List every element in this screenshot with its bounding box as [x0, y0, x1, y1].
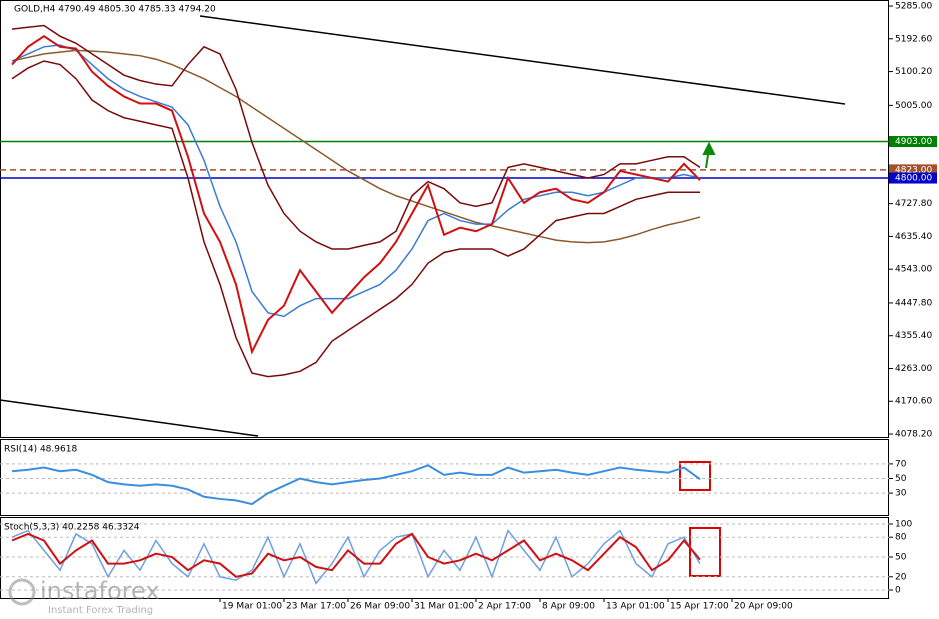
level-label: 4823.00 [895, 165, 932, 175]
x-tick-label: 26 Mar 09:00 [350, 602, 410, 612]
highlight-box [689, 527, 721, 577]
y-tick-label: 5005.00 [895, 101, 932, 111]
trend-line [0, 399, 259, 437]
y-tick-label: 80 [895, 533, 907, 543]
y-tick-label: 0 [895, 586, 901, 596]
level-label: 4903.00 [895, 137, 932, 147]
y-tick-label: 4447.80 [895, 298, 932, 308]
rsi-title: RSI(14) 48.9618 [4, 445, 77, 455]
y-tick-label: 4263.00 [895, 364, 932, 374]
x-tick-label: 8 Apr 09:00 [542, 602, 595, 612]
y-tick-label: 50 [895, 553, 907, 563]
y-tick-label: 4170.60 [895, 397, 932, 407]
y-tick-label: 5285.00 [895, 2, 932, 12]
y-tick-label: 5100.20 [895, 67, 932, 77]
y-tick-label: 5192.60 [895, 34, 932, 44]
rsi-panel [0, 439, 889, 516]
stoch-panel [0, 517, 889, 599]
level-tag [889, 136, 937, 148]
series-line [11, 34, 701, 355]
y-tick-label: 4355.40 [895, 331, 932, 341]
series-line [11, 60, 700, 378]
watermark-logo [8, 578, 36, 606]
y-tick-label: 4727.80 [895, 199, 932, 209]
x-tick-label: 13 Apr 01:00 [606, 602, 665, 612]
stoch-title: Stoch(5,3,3) 40.2258 46.3324 [4, 523, 140, 533]
x-tick-label: 31 Mar 01:00 [414, 602, 474, 612]
series-line [11, 44, 701, 318]
highlight-box [679, 461, 711, 491]
series-line [11, 49, 701, 244]
x-tick-label: 23 Mar 17:00 [286, 602, 346, 612]
trend-line [199, 15, 846, 105]
x-tick-label: 15 Apr 17:00 [670, 602, 729, 612]
y-tick-label: 4635.40 [895, 232, 932, 242]
level-tag [889, 172, 937, 184]
watermark-tagline: Instant Forex Trading [48, 605, 153, 616]
y-tick-label: 20 [895, 572, 907, 582]
watermark: instaforex Instant Forex Trading [8, 577, 160, 616]
main-panel [0, 0, 889, 438]
y-tick-label: 50 [895, 474, 907, 484]
x-tick-label: 19 Mar 01:00 [222, 602, 282, 612]
level-tag [889, 164, 937, 176]
x-tick-label: 2 Apr 17:00 [478, 602, 531, 612]
y-tick-label: 4543.00 [895, 265, 932, 275]
series-line [11, 464, 701, 506]
y-tick-label: 70 [895, 459, 907, 469]
level-label: 4800.00 [895, 174, 932, 184]
series-line [11, 532, 701, 578]
main-title: GOLD,H4 4790.49 4805.30 4785.33 4794.20 [14, 5, 216, 15]
series-line [11, 24, 701, 250]
y-tick-label: 100 [895, 520, 912, 530]
x-tick-label: 20 Apr 09:00 [734, 602, 793, 612]
watermark-brand: instaforex [40, 577, 160, 605]
arrow [702, 141, 716, 169]
y-tick-label: 4078.20 [895, 430, 932, 440]
y-tick-label: 30 [895, 489, 907, 499]
